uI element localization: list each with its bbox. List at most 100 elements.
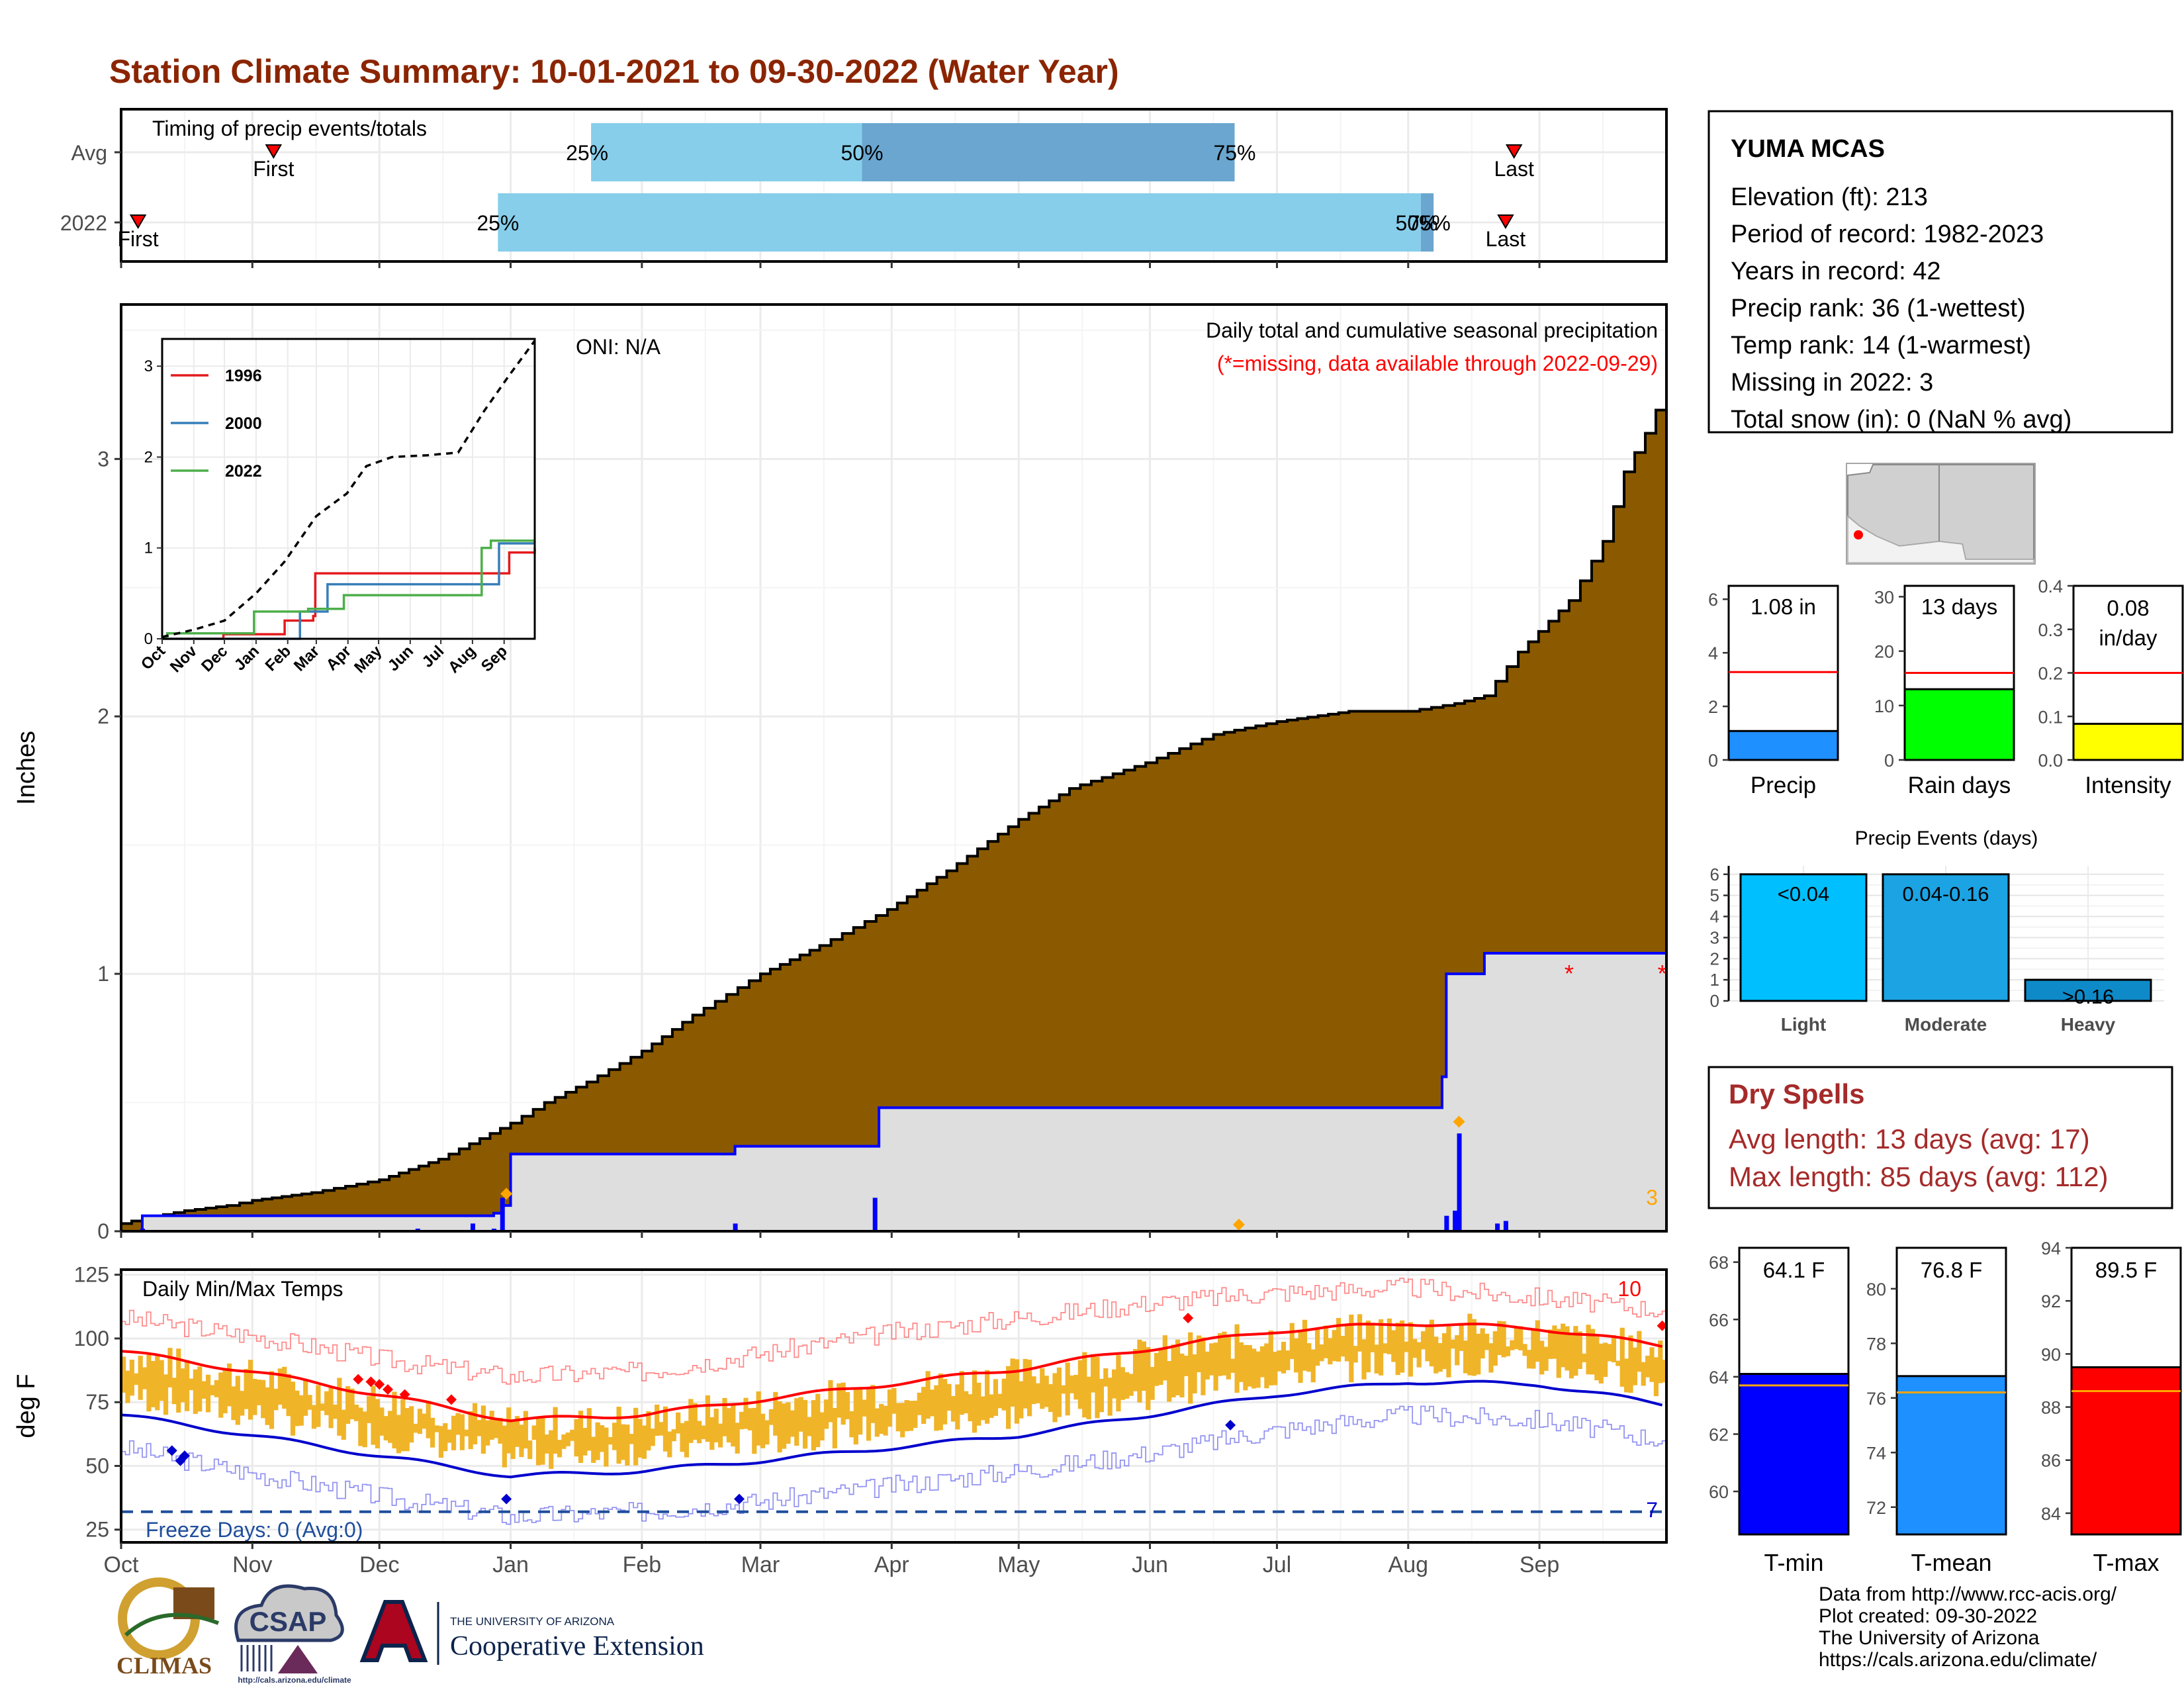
- daily-temp-bar: [557, 1440, 563, 1458]
- mini-precip-ytick-label: 10: [1874, 696, 1894, 716]
- daily-temp-bar: [650, 1429, 655, 1446]
- daily-temp-bar: [269, 1371, 275, 1429]
- daily-temp-bar: [904, 1400, 909, 1432]
- daily-temp-bar: [506, 1407, 512, 1454]
- daily-temp-bar: [1649, 1347, 1655, 1382]
- daily-temp-bar: [997, 1393, 1003, 1409]
- daily-temp-bar: [1247, 1344, 1252, 1387]
- daily-temp-bar: [184, 1360, 190, 1411]
- record-low-marker: [501, 1493, 512, 1505]
- daily-temp-bar: [1641, 1362, 1646, 1386]
- daily-temp-bar: [240, 1391, 245, 1416]
- daily-temp-bar: [667, 1431, 672, 1458]
- daily-temp-bar: [404, 1408, 410, 1452]
- daily-temp-bar: [1484, 1333, 1490, 1350]
- record-low-marker: [166, 1445, 177, 1456]
- daily-temp-bar: [561, 1434, 567, 1449]
- daily-temp-bar: [1349, 1314, 1354, 1383]
- daily-temp-bar: [1340, 1336, 1345, 1357]
- inset-ytick-label: 0: [144, 630, 153, 648]
- daily-temp-bar: [1103, 1368, 1109, 1387]
- daily-temp-bar: [807, 1417, 812, 1436]
- daily-temp-bar: [659, 1422, 664, 1436]
- record-high-marker: [399, 1389, 410, 1400]
- temp-ytick-label: 100: [74, 1327, 109, 1350]
- daily-temp-bar: [798, 1397, 803, 1432]
- daily-temp-bar: [549, 1430, 554, 1469]
- inset-average-line: [161, 340, 536, 638]
- daily-temp-bar: [341, 1409, 346, 1440]
- daily-temp-bar: [434, 1425, 439, 1432]
- daily-temp-bar: [1289, 1323, 1295, 1360]
- avg-last-marker: [1505, 144, 1523, 159]
- daily-temp-bar: [1361, 1339, 1367, 1380]
- mini-temp-value: 89.5 F: [2095, 1258, 2158, 1282]
- mini-precip-ytick-label: 6: [1708, 590, 1718, 610]
- station-info-line: Temp rank: 14 (1-warmest): [1731, 332, 2031, 359]
- daily-temp-bar: [193, 1369, 198, 1414]
- daily-temp-bar: [578, 1411, 584, 1463]
- daily-temp-bar: [447, 1429, 452, 1443]
- daily-temp-bar: [1505, 1346, 1511, 1356]
- daily-temp-bar: [214, 1380, 219, 1397]
- y2022-p25-label: 25%: [477, 211, 519, 235]
- daily-temp-bar: [1251, 1348, 1257, 1389]
- record-high-marker: [374, 1379, 385, 1390]
- daily-temp-bar: [1217, 1333, 1223, 1376]
- daily-temp-bar: [1501, 1321, 1506, 1358]
- month-tick-label: Mar: [741, 1552, 780, 1577]
- daily-temp-bar: [464, 1429, 469, 1436]
- daily-temp-bar: [527, 1440, 533, 1460]
- daily-temp-bar: [1565, 1326, 1570, 1371]
- daily-temp-bar: [1158, 1349, 1163, 1385]
- record-high-count: 10: [1617, 1277, 1641, 1301]
- cumulative-2022-line: [121, 952, 1666, 1233]
- dry-max: Max length: 85 days (avg: 112): [1729, 1161, 2109, 1192]
- daily-temp-bar: [265, 1387, 270, 1425]
- mini-precip-ytick-label: 0.4: [2038, 577, 2063, 596]
- daily-temp-bar: [290, 1382, 296, 1436]
- daily-temp-bar: [535, 1418, 541, 1466]
- daily-temp-bar: [286, 1374, 291, 1417]
- record-low-line: [121, 1405, 1667, 1525]
- daily-temp-bar: [980, 1396, 985, 1421]
- daily-temp-bar: [811, 1400, 816, 1451]
- daily-temp-bar: [832, 1407, 837, 1449]
- mini-temp-bar: [1895, 1375, 2007, 1536]
- daily-temp-bar: [1632, 1347, 1638, 1385]
- daily-temp-bar: [1492, 1331, 1498, 1366]
- daily-temp-bar: [1539, 1340, 1545, 1375]
- mini-temp-ytick-label: 76: [1866, 1389, 1886, 1409]
- precip-events-chart: Precip Events (days) <0.04 Light 0.04-0.16 M…: [1710, 827, 2164, 1035]
- daily-temp-bar: [489, 1411, 494, 1440]
- mini-temp-ytick-label: 64: [1709, 1368, 1729, 1387]
- daily-temp-bar: [1150, 1367, 1155, 1400]
- daily-temp-bar: [1167, 1361, 1172, 1402]
- avg-q25-q50-bar: [591, 123, 862, 181]
- daily-temp-bar: [1429, 1319, 1434, 1367]
- daily-temp-bar: [794, 1398, 799, 1446]
- precip-ytick-label: 3: [97, 447, 109, 471]
- daily-temp-bar: [1420, 1331, 1426, 1350]
- daily-temp-bar: [1201, 1337, 1206, 1395]
- daily-temp-bar: [1594, 1336, 1600, 1381]
- daily-temp-bar: [218, 1372, 224, 1418]
- daily-temp-bar: [544, 1434, 549, 1454]
- daily-temp-bar: [595, 1422, 600, 1460]
- daily-temp-bar: [819, 1412, 825, 1440]
- mini-temp-ytick-label: 88: [2041, 1398, 2061, 1418]
- mini-precip-value: 0.08: [2107, 596, 2149, 620]
- daily-temp-bar: [718, 1423, 723, 1448]
- daily-temp-bar: [1196, 1335, 1202, 1372]
- month-tick-label: Jul: [1263, 1552, 1291, 1577]
- daily-temp-bar: [1463, 1340, 1469, 1374]
- daily-temp-bar: [705, 1395, 711, 1442]
- daily-temp-bar: [298, 1395, 304, 1426]
- daily-temp-bar: [1056, 1367, 1062, 1417]
- events-ytick-label: 3: [1710, 927, 1719, 947]
- normal-max-line: [120, 1322, 1663, 1423]
- climas-logo-swoosh: [124, 1613, 220, 1637]
- daily-temp-bar: [768, 1409, 774, 1425]
- mini-temp-ytick-label: 60: [1709, 1482, 1729, 1502]
- daily-temp-bar: [671, 1429, 676, 1442]
